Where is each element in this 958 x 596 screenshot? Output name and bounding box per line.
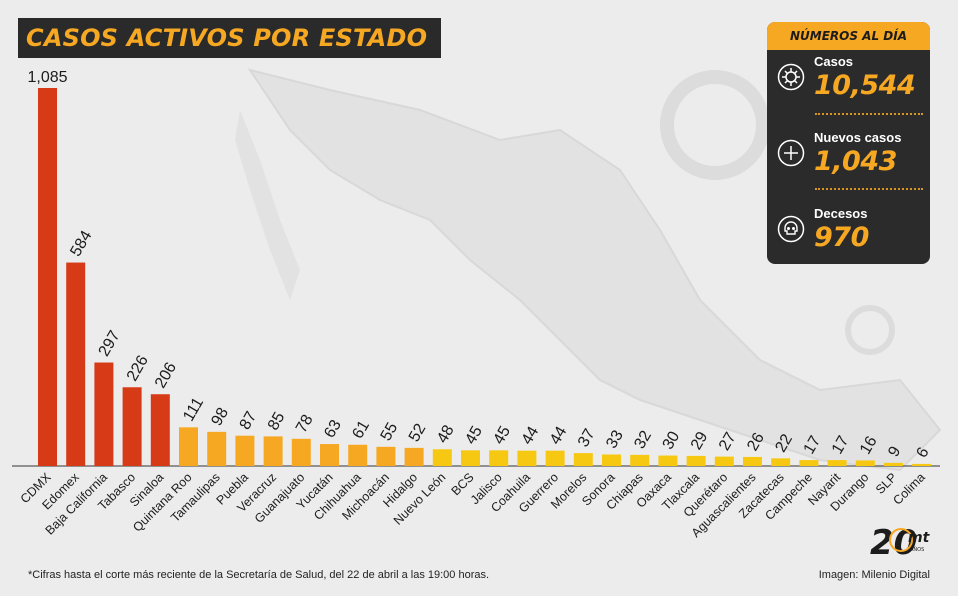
bar [884,462,903,466]
data-label: 29 [688,429,712,453]
data-label: 45 [490,423,514,447]
bar [658,455,678,466]
title-banner: CASOS ACTIVOS POR ESTADO [18,18,442,58]
data-label: 32 [631,428,655,452]
bar [235,435,255,466]
data-label: 78 [293,412,317,436]
bar [912,463,932,466]
data-label: 33 [603,428,627,452]
bar [517,450,537,466]
stat-new-cases-label: Nuevos casos [814,130,902,145]
divider [815,188,923,190]
data-label: 48 [434,422,458,446]
bar [122,387,142,466]
data-label: 27 [716,430,740,454]
data-label: 16 [857,433,881,457]
bar [602,454,621,466]
milenio-20-years-logo: 20 mt AÑOS [870,523,931,560]
footnote: *Cifras hasta el corte más reciente de l… [28,569,490,581]
bar [686,455,706,466]
chart-title: CASOS ACTIVOS POR ESTADO [26,24,428,52]
bar [348,444,368,466]
image-credit: Imagen: Milenio Digital [818,569,930,581]
bar [150,394,170,466]
bar [291,438,311,466]
data-label: 37 [575,426,599,450]
bar [545,450,565,466]
stat-new-cases-value: 1,043 [814,146,897,177]
data-label: 9 [885,444,904,460]
data-label: 17 [801,433,825,457]
bar [432,449,452,466]
bar [799,460,819,466]
stat-deaths-label: Decesos [814,206,868,221]
data-label: 22 [772,431,796,455]
data-label: 61 [349,418,373,442]
bar [94,362,114,466]
panel-header-label: NÚMEROS AL DÍA [789,29,907,43]
data-label: 26 [744,430,768,454]
bar [207,431,227,466]
bar [66,262,86,466]
data-label: 98 [208,405,232,429]
data-label: 297 [96,328,124,360]
data-label: 17 [829,433,853,457]
bar [714,456,734,466]
data-label: 87 [237,409,261,433]
data-label: 45 [462,423,486,447]
logo-number: 20 [870,523,917,560]
logo-mt: mt [908,530,931,546]
data-label: 584 [67,228,95,260]
divider [815,113,923,115]
bar [630,454,650,466]
category-label: Colima [890,470,927,507]
daily-numbers-panel: NÚMEROS AL DÍA Casos 10,544 Nuevos casos… [767,22,930,264]
bar [179,427,198,466]
data-label: 206 [152,360,180,392]
bar [771,458,791,466]
logo-anos: AÑOS [910,546,924,553]
bar [404,447,424,466]
bar [263,436,283,466]
data-label: 85 [265,409,289,433]
stat-deaths-value: 970 [814,222,869,253]
data-label: 52 [406,421,430,445]
stat-cases-value: 10,544 [814,70,916,101]
data-label: 30 [660,429,684,453]
bar [743,456,762,466]
bar [827,460,847,466]
bar [489,450,509,466]
bar [461,450,480,466]
data-label: 6 [913,445,932,461]
data-label: 63 [321,417,345,441]
bar [376,446,396,466]
plus-circle-icon [777,139,805,167]
data-label: 226 [124,353,152,385]
data-label: 55 [378,420,402,444]
virus-icon [777,63,805,91]
panel-header: NÚMEROS AL DÍA [767,22,930,50]
data-label: 1,085 [27,69,67,86]
stat-cases-label: Casos [814,54,854,69]
skull-icon [777,215,805,243]
bar [573,453,593,466]
bar [320,444,339,466]
bar [855,460,875,466]
bar [38,88,57,466]
data-label: 111 [180,395,207,425]
data-label: 44 [519,424,543,448]
data-label: 44 [547,424,571,448]
